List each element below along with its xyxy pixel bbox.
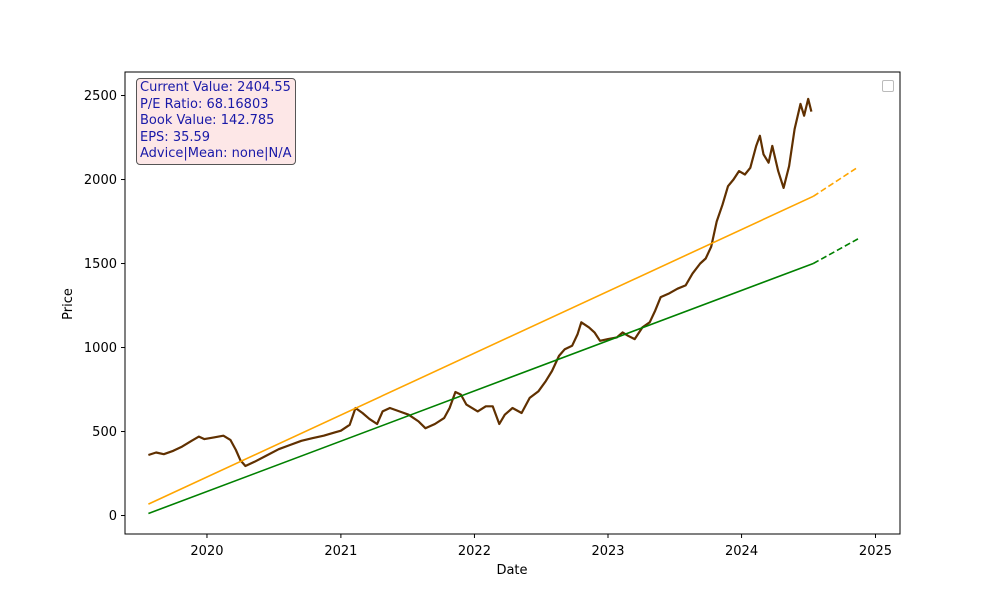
x-tick-label: 2021 bbox=[324, 544, 357, 559]
series-line-1 bbox=[148, 195, 814, 505]
info-eps: EPS: 35.59 bbox=[140, 129, 211, 145]
y-tick-label: 500 bbox=[92, 425, 117, 440]
x-tick-label: 2020 bbox=[190, 544, 223, 559]
x-tick-label: 2025 bbox=[859, 544, 892, 559]
y-tick-label: 2500 bbox=[84, 89, 117, 104]
y-tick-label: 0 bbox=[109, 509, 117, 524]
series-line-3 bbox=[148, 262, 814, 515]
info-pe-ratio: P/E Ratio: 68.16803 bbox=[140, 96, 269, 112]
y-axis-label: Price bbox=[61, 288, 76, 320]
y-tick-label: 1500 bbox=[84, 257, 117, 272]
x-axis: 2020 2021 2022 2023 2024 2025 bbox=[190, 534, 892, 559]
info-book-value: Book Value: 142.785 bbox=[140, 113, 275, 128]
info-box: Current Value: 2404.55 P/E Ratio: 68.168… bbox=[136, 78, 296, 165]
x-tick-label: 2023 bbox=[591, 544, 624, 559]
y-axis: 0 500 1000 1500 2000 2500 bbox=[84, 89, 125, 524]
y-tick-label: 1000 bbox=[84, 341, 117, 356]
y-tick-label: 2000 bbox=[84, 173, 117, 188]
info-current-value: Current Value: 2404.55 bbox=[140, 80, 291, 95]
series-line-0 bbox=[148, 97, 813, 468]
x-tick-label: 2024 bbox=[725, 544, 758, 559]
legend-box bbox=[882, 80, 894, 92]
x-tick-label: 2022 bbox=[458, 544, 491, 559]
info-advice-mean: Advice|Mean: none|N/A bbox=[140, 146, 292, 161]
series-layer bbox=[148, 97, 859, 515]
x-axis-label: Date bbox=[496, 563, 527, 578]
